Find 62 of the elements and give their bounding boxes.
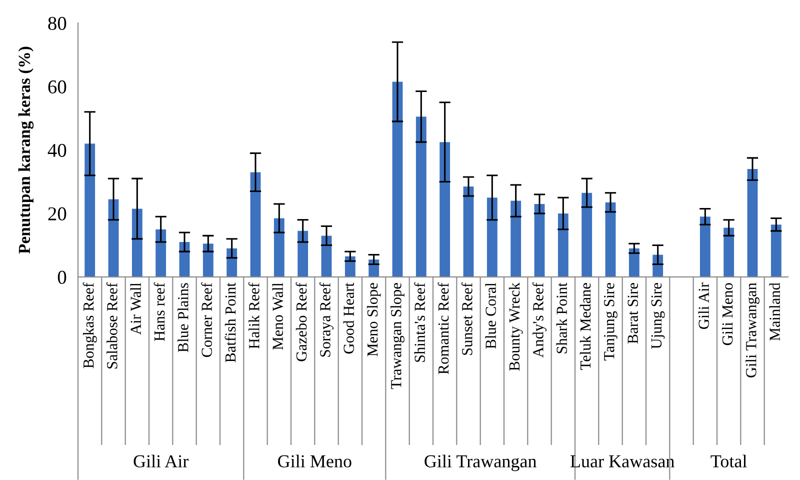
bar — [463, 186, 474, 277]
y-tick-label: 60 — [48, 80, 66, 94]
x-tick-label: Trawangan Slope — [390, 283, 404, 390]
x-tick-label: Air Wall — [130, 282, 142, 335]
bar — [392, 82, 403, 277]
y-tick-label: 80 — [48, 16, 66, 30]
bar — [298, 230, 308, 277]
x-axis-title: Gili Trawangan — [424, 454, 536, 472]
bar — [605, 202, 616, 277]
bar — [770, 224, 782, 277]
x-tick-label: Meno Slope — [366, 283, 381, 356]
x-tick-label: Halik Reef — [248, 282, 260, 349]
x-tick-label: Soraya Reef — [319, 282, 334, 357]
bar — [582, 192, 592, 277]
y-tick-label: 0 — [58, 270, 66, 284]
x-tick-label: Romantic Reef — [438, 282, 449, 374]
x-tick-label: Gili Meno — [722, 283, 733, 346]
x-tick-label: Mainland — [769, 282, 780, 341]
bar — [747, 169, 758, 277]
x-axis-title: Luar Kawasan — [570, 455, 674, 468]
x-tick-label: Hans reef — [154, 282, 165, 342]
x-axis-title: Gili Air — [134, 454, 189, 468]
bar — [534, 204, 545, 277]
x-tick-label: Batfish Point — [224, 282, 236, 362]
bar — [700, 216, 710, 277]
x-tick-label: Gili Trawangan — [746, 282, 760, 378]
bar — [628, 248, 640, 277]
x-tick-label: Gazebo Reef — [296, 282, 307, 362]
x-tick-label: Good Heart — [343, 282, 354, 354]
x-tick-label: Shark Point — [556, 282, 567, 354]
bar — [84, 144, 96, 277]
y-tick-label: 40 — [48, 144, 66, 157]
x-axis-title: Gili Meno — [278, 454, 352, 468]
x-tick-label: Blue Coral — [485, 282, 496, 349]
bar — [156, 229, 166, 277]
bar — [558, 213, 568, 277]
bar — [486, 198, 498, 277]
x-tick-label: Meno Wall — [272, 282, 284, 350]
x-tick-label: Blue Plains — [178, 283, 188, 352]
x-tick-label: Bounty Wreck — [508, 282, 523, 371]
x-tick-label: Corner Reef — [201, 282, 212, 357]
x-tick-label: Ujung Sire — [651, 283, 665, 349]
x-tick-label: Andy's Reef — [532, 282, 547, 358]
bar — [202, 244, 214, 277]
x-tick-label: Tanjung Sire — [604, 283, 618, 361]
bar — [724, 228, 734, 277]
bar — [510, 200, 522, 277]
y-axis-title: Penutupan karang keras (%) — [18, 46, 34, 254]
bar — [132, 208, 142, 277]
y-tick-label: 20 — [48, 207, 66, 220]
x-axis-title: Total — [710, 454, 747, 468]
x-tick-label: Shinta's Reef — [414, 282, 425, 362]
x-tick-label: Bongkas Reef — [82, 282, 97, 368]
bar — [274, 218, 284, 277]
x-tick-label: Barat Sire — [628, 283, 638, 344]
x-tick-label: Gili Air — [698, 282, 709, 329]
x-tick-label: Sunset Reef — [461, 282, 472, 355]
x-tick-label: Teluk Medane — [580, 283, 591, 370]
x-tick-label: Salabose Reef — [106, 282, 118, 368]
bar — [416, 116, 426, 277]
bar — [440, 142, 450, 277]
bar — [250, 172, 261, 277]
